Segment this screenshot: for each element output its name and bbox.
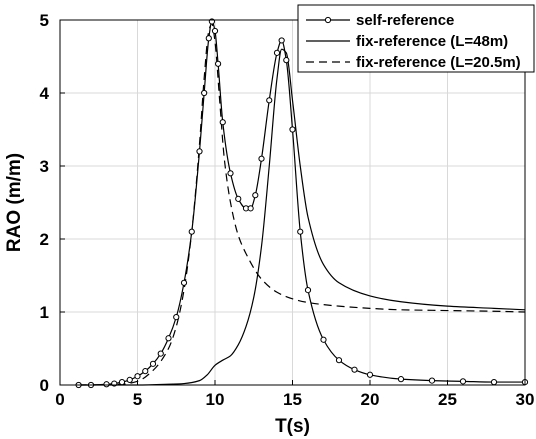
data-point-self-reference xyxy=(188,228,195,235)
y-tick-label: 5 xyxy=(40,11,49,30)
legend-label-fix-reference-48m: fix-reference (L=48m) xyxy=(356,33,508,50)
data-point-self-reference xyxy=(118,378,126,386)
data-point-self-reference xyxy=(297,228,304,235)
x-axis-label: T(s) xyxy=(275,416,310,437)
legend: self-reference fix-reference (L=48m) fix… xyxy=(297,4,535,73)
data-point-self-reference xyxy=(258,155,265,162)
data-point-self-reference xyxy=(289,126,296,133)
tick-labels: 0 5 10 15 20 25 30 0 1 2 3 4 5 xyxy=(40,11,535,409)
x-tick-label: 25 xyxy=(438,390,457,409)
x-tick-label: 10 xyxy=(206,390,225,409)
data-point-self-reference xyxy=(180,279,188,286)
data-point-self-reference xyxy=(211,27,219,35)
data-point-self-reference xyxy=(134,373,141,380)
x-tick-label: 5 xyxy=(133,390,142,409)
x-tick-label: 20 xyxy=(361,390,380,409)
data-point-self-reference xyxy=(320,336,327,343)
data-point-self-reference xyxy=(103,381,110,388)
data-point-self-reference xyxy=(490,378,498,386)
data-point-self-reference xyxy=(397,376,405,383)
x-tick-label: 15 xyxy=(283,390,302,409)
y-tick-label: 3 xyxy=(40,157,49,176)
data-point-self-reference xyxy=(266,97,273,104)
data-point-self-reference xyxy=(335,357,343,364)
legend-marker-self-reference xyxy=(324,16,332,24)
data-point-self-reference xyxy=(304,287,312,294)
data-point-self-reference xyxy=(235,195,242,202)
y-axis-label: RAO (m/m) xyxy=(4,153,25,252)
x-tick-label: 30 xyxy=(516,390,535,409)
data-point-self-reference xyxy=(205,35,212,42)
data-point-self-reference xyxy=(459,378,467,385)
data-point-self-reference xyxy=(273,49,281,56)
legend-label-self-reference: self-reference xyxy=(356,12,454,29)
data-point-self-reference xyxy=(165,335,172,342)
data-point-self-reference xyxy=(227,170,234,177)
data-point-self-reference xyxy=(126,376,133,383)
data-point-self-reference xyxy=(283,57,290,64)
data-point-self-reference xyxy=(196,148,203,155)
data-point-self-reference xyxy=(366,371,374,378)
data-point-self-reference xyxy=(247,205,254,212)
legend-label-fix-reference-20-5m: fix-reference (L=20.5m) xyxy=(356,54,521,71)
data-point-self-reference xyxy=(252,192,259,199)
y-tick-label: 4 xyxy=(40,84,50,103)
series-line-fix-reference-20-5m xyxy=(78,23,526,386)
y-tick-label: 1 xyxy=(40,303,49,322)
series-line-fix-reference-48m xyxy=(78,48,526,386)
data-point-self-reference xyxy=(215,60,222,67)
data-point-self-reference xyxy=(142,368,149,375)
data-point-self-reference xyxy=(173,314,180,321)
series-layer xyxy=(75,18,529,389)
data-point-self-reference xyxy=(428,377,436,384)
data-point-self-reference xyxy=(219,119,226,126)
data-point-self-reference xyxy=(201,89,208,97)
data-point-self-reference xyxy=(351,366,358,373)
y-tick-label: 0 xyxy=(40,376,49,395)
data-point-self-reference xyxy=(149,360,157,367)
y-tick-label: 2 xyxy=(40,230,49,249)
data-point-self-reference xyxy=(278,37,285,44)
legend-box xyxy=(297,4,535,73)
data-point-self-reference xyxy=(157,350,164,357)
x-tick-label: 0 xyxy=(55,390,64,409)
